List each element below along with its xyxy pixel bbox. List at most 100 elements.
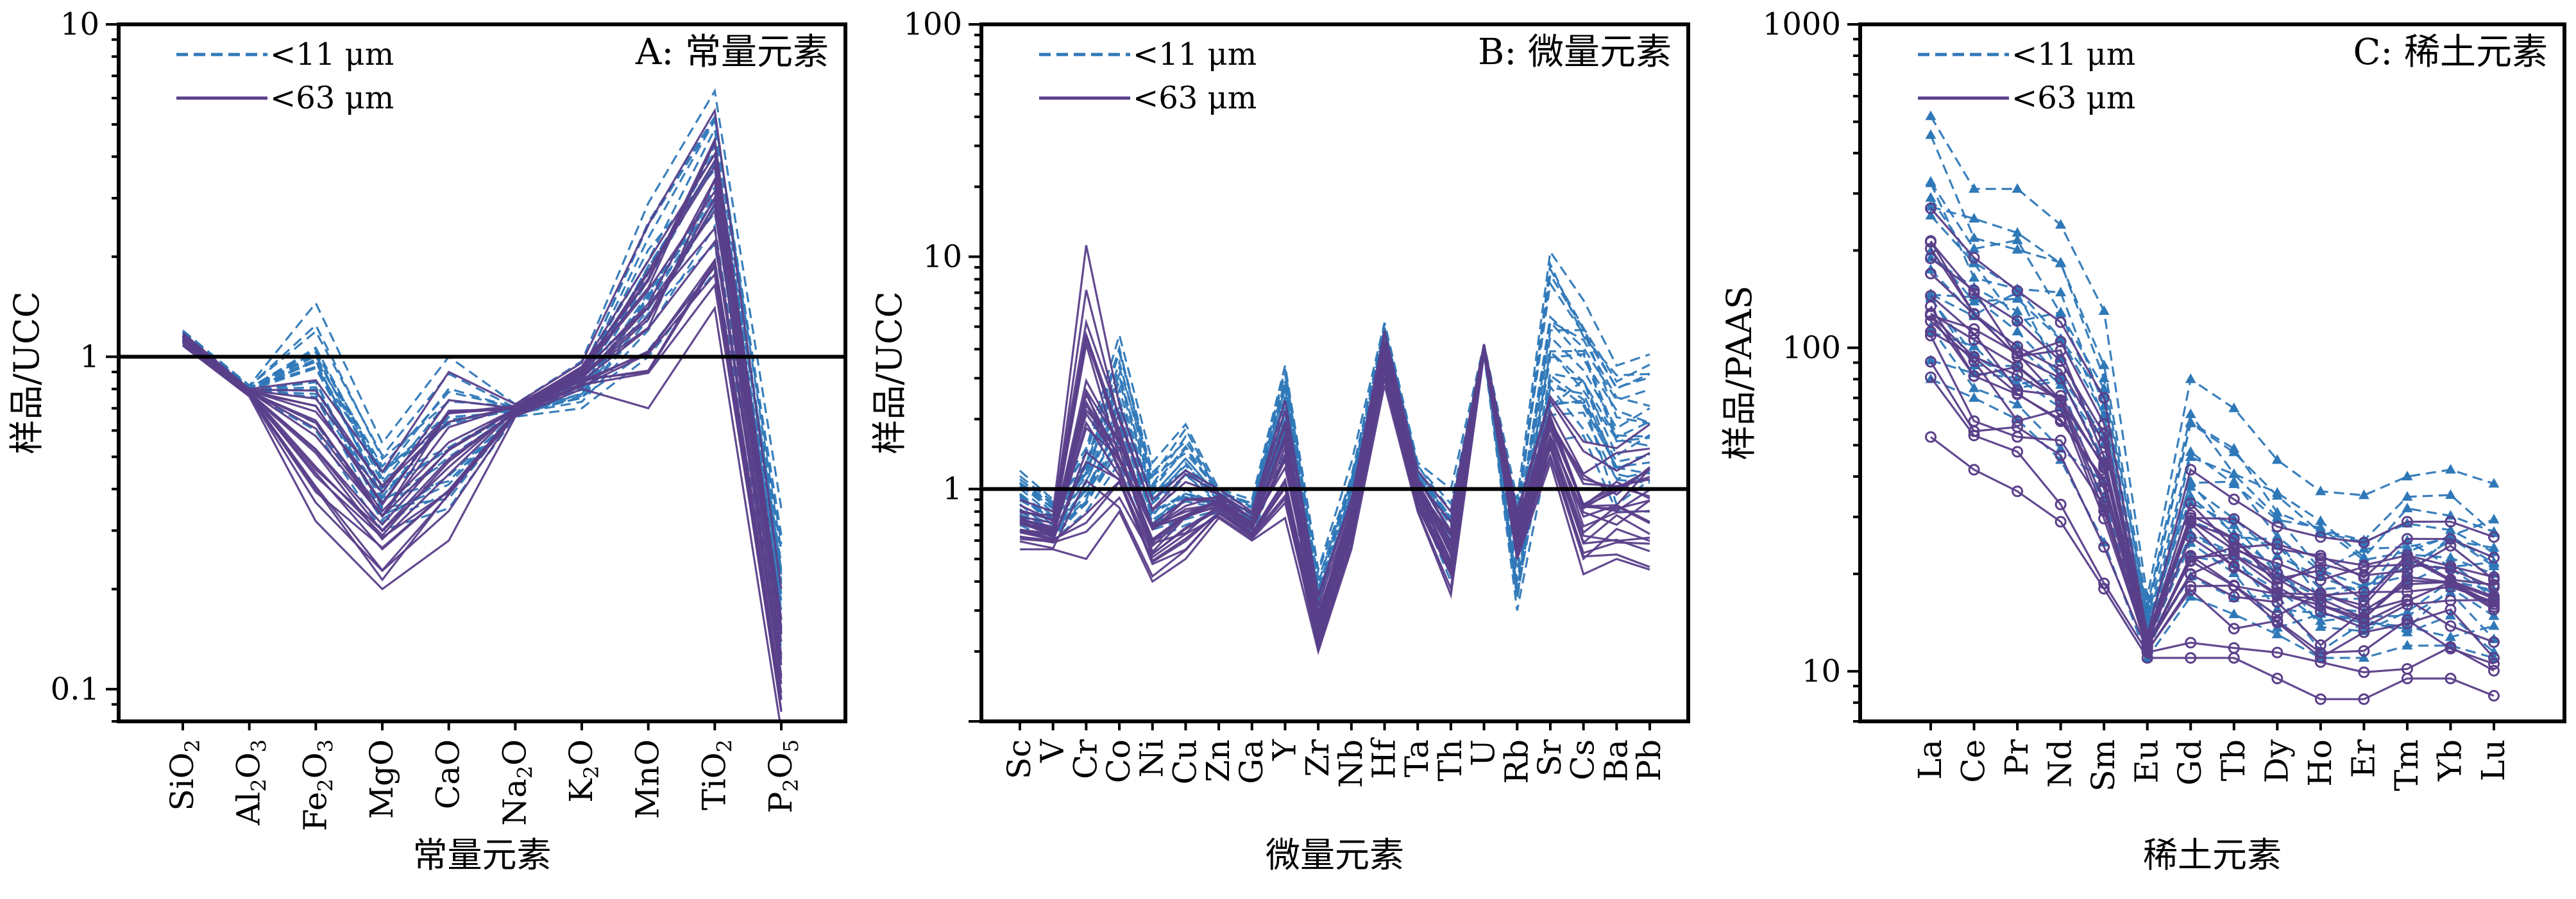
x-tick-label: Tb: [2215, 739, 2252, 781]
sample-line: [1019, 352, 1650, 642]
legend-label: <11 μm: [1133, 37, 1257, 72]
sample-line: [182, 305, 781, 721]
point: [2098, 512, 2110, 525]
sample-line: [182, 197, 783, 630]
point: [2012, 183, 2023, 193]
legend-label: <11 μm: [2012, 37, 2135, 72]
point: [1925, 309, 1936, 321]
sample-line: [1929, 273, 2495, 643]
point: [2185, 568, 2197, 580]
point: [2488, 652, 2500, 664]
sample-line: [182, 113, 783, 553]
sample-line: [1019, 315, 1650, 591]
x-tick-label: Tm: [2388, 739, 2425, 791]
sample-line: [182, 269, 783, 663]
point: [2185, 408, 2196, 419]
point: [2402, 491, 2413, 501]
point: [2445, 533, 2457, 545]
point: [2314, 558, 2326, 570]
point: [2445, 575, 2457, 587]
sample-line: [182, 196, 783, 610]
point: [2228, 580, 2240, 592]
legend-label: <63 μm: [1133, 80, 1257, 116]
x-tick-label: Al2O3: [230, 739, 271, 826]
point: [2445, 464, 2456, 474]
sample-line: [1929, 248, 2495, 647]
point: [2012, 360, 2024, 372]
series-layer: [182, 88, 783, 721]
x-tick-label: Na2O: [496, 739, 537, 826]
point: [2271, 616, 2284, 628]
point: [1925, 288, 1936, 298]
point: [2315, 515, 2326, 525]
point: [2358, 605, 2370, 618]
sample-line: [1019, 335, 1650, 608]
point: [2271, 514, 2283, 524]
point: [1968, 333, 1980, 346]
x-tick-label: U: [1465, 739, 1502, 766]
sample-line: [182, 136, 783, 619]
panel-title: C: 稀土元素: [2353, 31, 2548, 73]
point: [2271, 628, 2283, 639]
point: [2185, 651, 2197, 664]
x-tick-label: Sm: [2085, 739, 2122, 792]
point: [1968, 308, 1980, 320]
point: [2055, 516, 2067, 528]
x-axis-label: 常量元素: [413, 835, 552, 875]
point: [2358, 651, 2369, 662]
point: [1969, 256, 1980, 267]
x-axis-label: 微量元素: [1266, 835, 1404, 875]
point: [2445, 489, 2456, 499]
panel-a: 0.1 1 10 SiO2 Al2O3 Fe2O3 MgO CaO Na2O K2O MnO TiO2…: [6, 6, 847, 875]
x-tick-label: Pr: [1998, 739, 2035, 777]
x-tick-label: MnO: [629, 739, 666, 819]
point: [2185, 584, 2197, 596]
point: [2012, 244, 2023, 254]
point: [1969, 232, 1980, 242]
point: [1925, 192, 1936, 202]
x-tick-label: Dy: [2258, 739, 2295, 783]
point: [2055, 353, 2067, 363]
x-tick-label: Pb: [1631, 739, 1668, 782]
sample-line: [1930, 312, 2495, 645]
sample-line: [1929, 115, 2495, 597]
legend-label: <63 μm: [270, 80, 394, 116]
point: [2055, 219, 2067, 229]
y-axis-label: 样品/UCC: [6, 291, 47, 454]
point: [2012, 446, 2024, 458]
point: [2314, 531, 2326, 543]
point: [2488, 636, 2500, 648]
point: [2012, 325, 2023, 335]
sample-line: [1930, 314, 2495, 650]
sample-line: [1929, 215, 2495, 632]
y-tick-label: 1000: [1763, 6, 1841, 42]
point: [2055, 371, 2067, 381]
sample-line: [182, 116, 783, 535]
point: [2012, 387, 2024, 399]
point: [2401, 516, 2413, 528]
point: [2314, 605, 2326, 618]
point: [1925, 356, 1936, 368]
point: [2358, 586, 2370, 598]
point: [2185, 580, 2197, 592]
point: [2401, 571, 2413, 583]
point: [2271, 550, 2283, 560]
point: [2098, 359, 2110, 369]
point: [2228, 493, 2240, 505]
point: [2271, 487, 2283, 497]
sample-line: [182, 151, 783, 634]
point: [2098, 473, 2110, 485]
point: [1925, 330, 1936, 342]
point: [1968, 287, 1980, 299]
point: [2228, 468, 2240, 478]
series-coarse: [1925, 202, 2500, 705]
series-fine: [1925, 110, 2500, 662]
point: [2012, 234, 2023, 244]
x-tick-label: Yb: [2431, 739, 2468, 782]
point: [2358, 693, 2370, 705]
point: [2271, 557, 2284, 569]
x-tick-label: Y: [1266, 739, 1303, 761]
point: [2315, 521, 2326, 532]
point: [2401, 578, 2413, 591]
panel-title: A: 常量元素: [635, 31, 829, 73]
